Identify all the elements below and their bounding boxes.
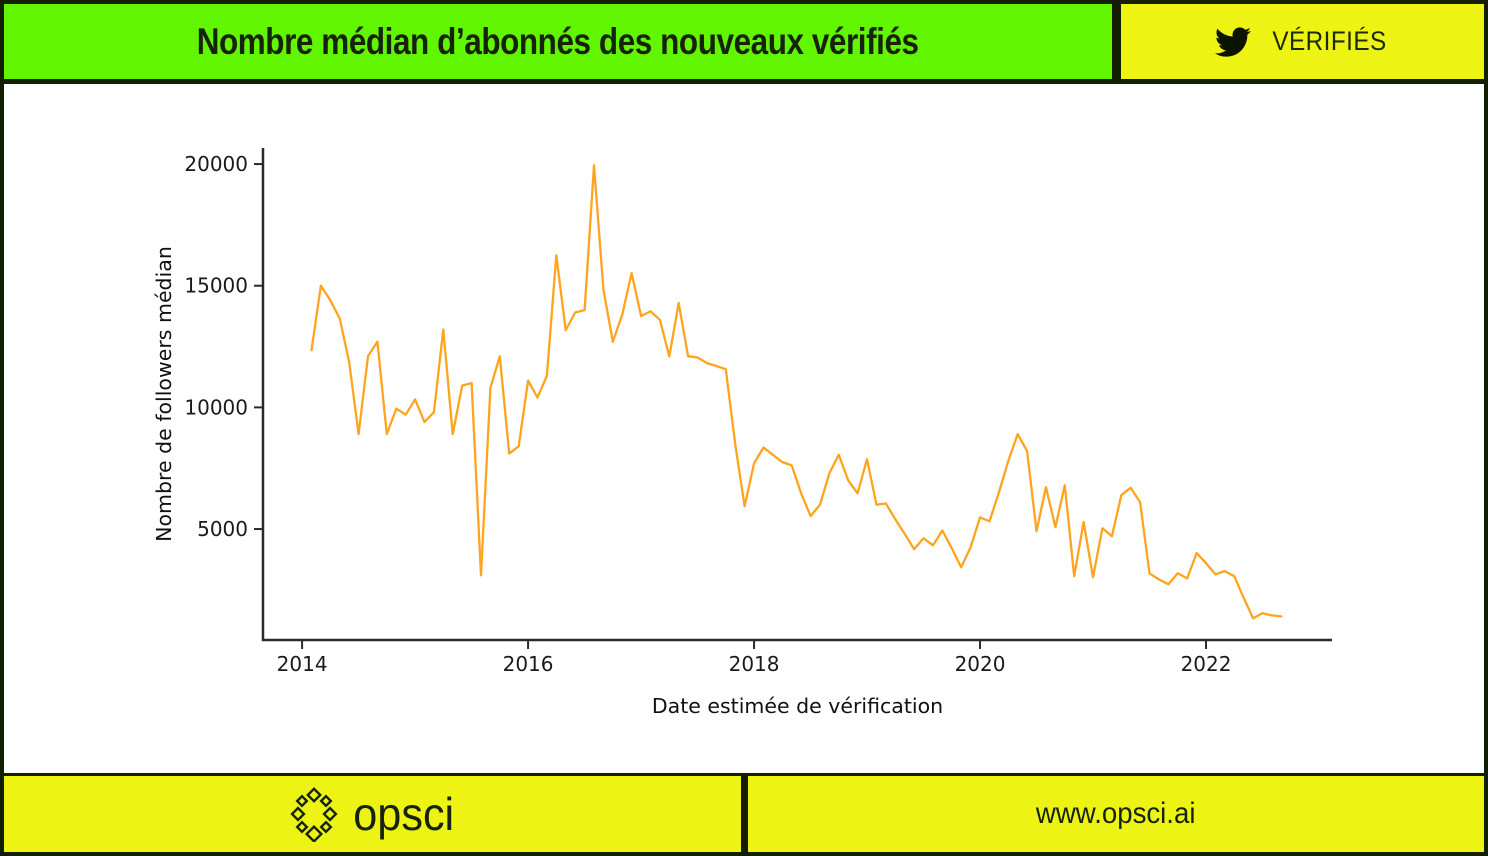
header-title-cell: Nombre médian d’abonnés des nouveaux vér… [4,4,1112,79]
opsci-logo-icon [289,787,338,842]
website-url: www.opsci.ai [1035,797,1196,830]
axis-spines [261,148,1332,642]
y-axis-title: Nombre de followers médian [152,246,176,542]
x-tick-label: 2016 [503,652,554,676]
footer-logo-cell: opsci [4,776,741,852]
opsci-wordmark: opsci [352,788,454,840]
x-axis-title: Date estimée de vérification [652,694,943,718]
x-tick-label: 2020 [955,652,1006,676]
x-tick-label: 2014 [277,652,328,676]
y-tick-label: 5000 [197,517,248,541]
median-followers-line [310,164,1283,620]
x-tick-label: 2022 [1181,652,1232,676]
x-tick-label: 2018 [729,652,780,676]
twitter-bird-icon [1214,26,1251,57]
header-bar: Nombre médian d’abonnés des nouveaux vér… [0,0,1488,84]
page-title: Nombre médian d’abonnés des nouveaux vér… [197,20,919,62]
verified-badge: VÉRIFIÉS [1121,4,1484,79]
y-tick-label: 10000 [184,395,248,419]
y-tick-label: 20000 [184,152,248,176]
footer-site-cell: www.opsci.ai [747,776,1484,852]
verified-badge-label: VÉRIFIÉS [1272,26,1387,56]
y-tick-label: 15000 [184,274,248,298]
footer-bar: opsci www.opsci.ai [0,773,1488,856]
